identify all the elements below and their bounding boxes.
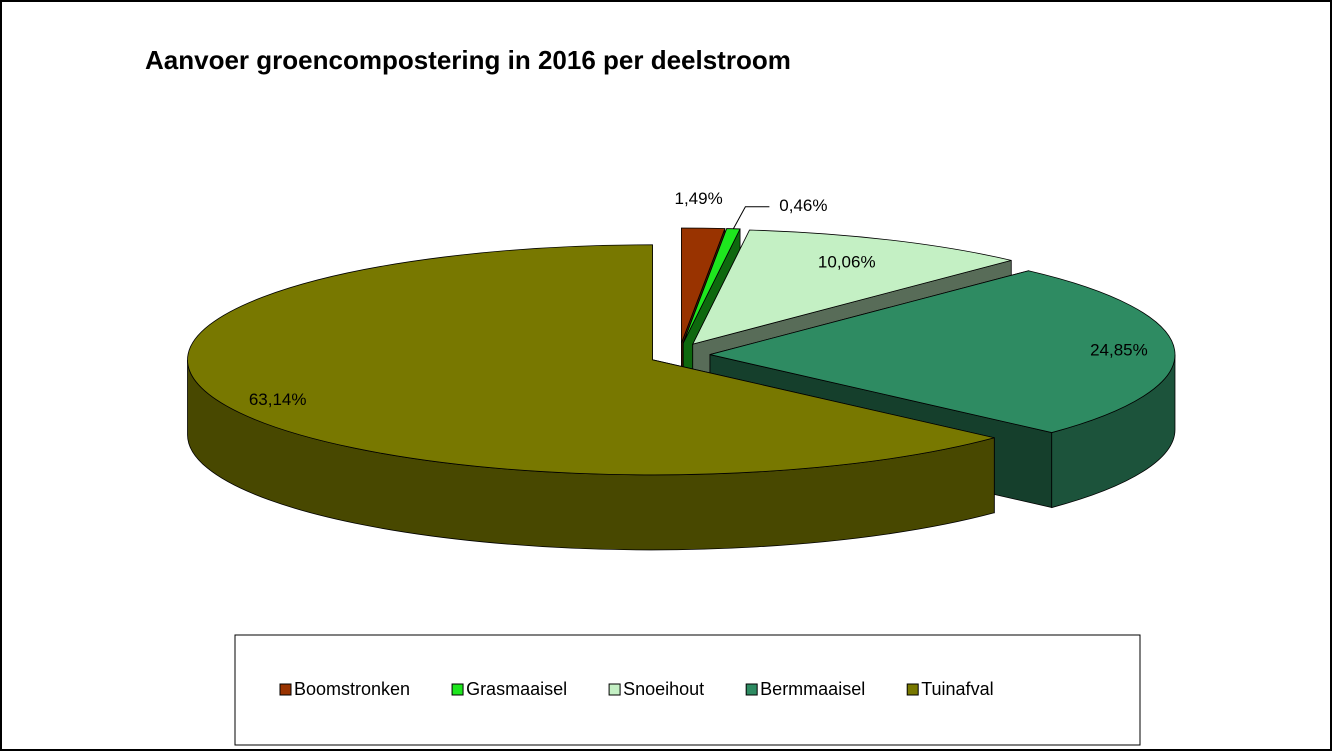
data-label: 0,46% <box>779 196 827 215</box>
chart-title: Aanvoer groencompostering in 2016 per de… <box>145 45 791 75</box>
slice-top <box>691 229 1012 345</box>
legend-label: Tuinafval <box>921 679 993 699</box>
data-label: 10,06% <box>818 252 876 271</box>
legend-label: Boomstronken <box>294 679 410 699</box>
slice-top <box>681 227 726 344</box>
slice-top <box>682 228 741 344</box>
legend-swatch <box>745 683 758 696</box>
data-label: 1,49% <box>675 189 723 208</box>
slice-top <box>187 244 995 476</box>
legend-swatch <box>279 683 292 696</box>
legend-label: Snoeihout <box>623 679 704 699</box>
legend-swatch <box>608 683 621 696</box>
leader-line <box>732 206 770 229</box>
pie-slice <box>187 244 995 551</box>
data-label: 24,85% <box>1090 340 1148 359</box>
legend-label: Bermmaaisel <box>760 679 865 699</box>
legend-label: Grasmaaisel <box>466 679 567 699</box>
slice-top <box>709 270 1176 433</box>
legend-swatch <box>451 683 464 696</box>
legend-swatch <box>906 683 919 696</box>
legend-box <box>234 634 1141 746</box>
data-label: 63,14% <box>249 390 307 409</box>
